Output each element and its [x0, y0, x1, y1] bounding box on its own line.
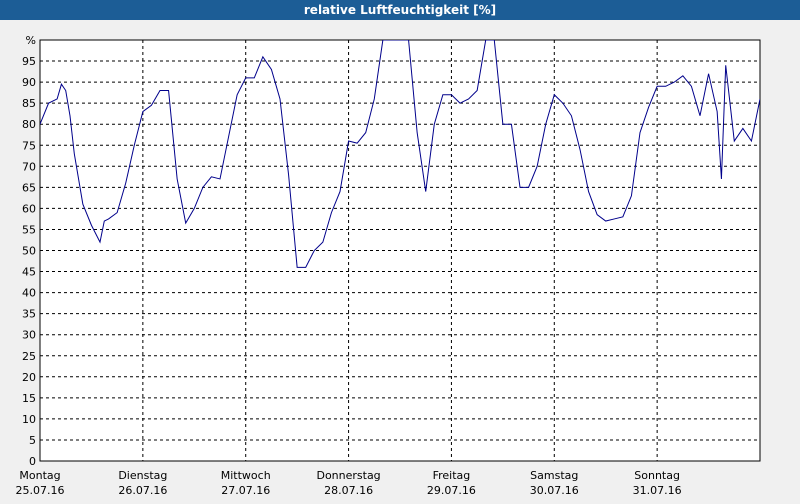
y-tick-label: 0	[29, 455, 36, 468]
x-tick-date: 30.07.16	[530, 484, 579, 497]
y-tick-label: 10	[22, 413, 36, 426]
x-tick-date: 28.07.16	[324, 484, 373, 497]
y-tick-label: 95	[22, 55, 36, 68]
y-tick-label: 80	[22, 118, 36, 131]
y-tick-label: 55	[22, 223, 36, 236]
x-tick-label: Montag	[19, 469, 60, 482]
x-tick-label: Freitag	[433, 469, 471, 482]
y-tick-label: 65	[22, 181, 36, 194]
x-tick-date: 31.07.16	[633, 484, 682, 497]
x-tick-label: Samstag	[530, 469, 578, 482]
y-tick-label: 60	[22, 202, 36, 215]
chart-title: relative Luftfeuchtigkeit [%]	[304, 3, 496, 17]
x-tick-label: Dienstag	[118, 469, 167, 482]
y-tick-label: 30	[22, 329, 36, 342]
y-tick-label: 20	[22, 371, 36, 384]
x-tick-date: 25.07.16	[16, 484, 65, 497]
y-tick-label: 90	[22, 76, 36, 89]
x-tick-label: Donnerstag	[316, 469, 380, 482]
title-bar	[0, 0, 800, 20]
y-tick-label: 40	[22, 287, 36, 300]
y-tick-label: 85	[22, 97, 36, 110]
y-tick-label: 70	[22, 160, 36, 173]
y-tick-label: 50	[22, 245, 36, 258]
y-tick-label: 45	[22, 266, 36, 279]
data-line	[40, 40, 760, 268]
x-tick-date: 29.07.16	[427, 484, 476, 497]
y-tick-label: 5	[29, 434, 36, 447]
x-tick-label: Sonntag	[634, 469, 680, 482]
y-tick-label: 75	[22, 139, 36, 152]
y-tick-label: 15	[22, 392, 36, 405]
y-tick-label: 35	[22, 308, 36, 321]
y-tick-label: %	[26, 34, 36, 47]
x-tick-label: Mittwoch	[221, 469, 271, 482]
y-tick-label: 25	[22, 350, 36, 363]
x-tick-date: 26.07.16	[118, 484, 167, 497]
x-tick-date: 27.07.16	[221, 484, 270, 497]
